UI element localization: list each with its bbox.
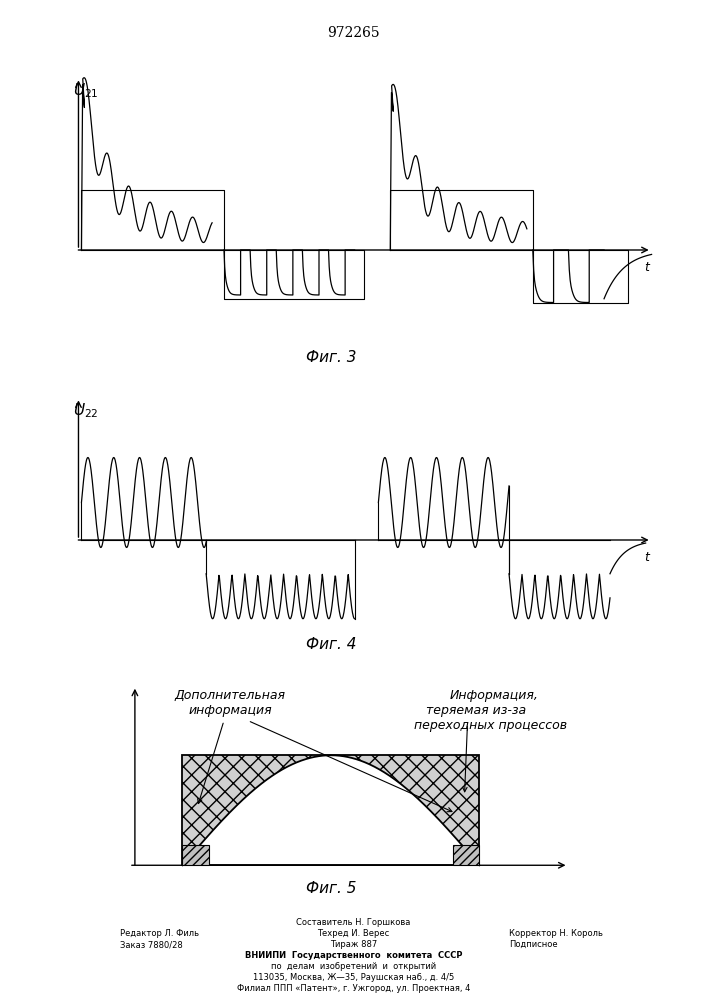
Text: Фиг. 4: Фиг. 4 xyxy=(305,637,356,652)
Text: Редактор Л. Филь: Редактор Л. Филь xyxy=(120,929,199,938)
Polygon shape xyxy=(182,755,479,865)
Bar xyxy=(182,755,479,865)
Text: Заказ 7880/28: Заказ 7880/28 xyxy=(120,940,183,949)
Text: $U_{21}$: $U_{21}$ xyxy=(73,81,98,100)
Text: Филиал ППП «Патент», г. Ужгород, ул. Проектная, 4: Филиал ППП «Патент», г. Ужгород, ул. Про… xyxy=(237,984,470,993)
Text: по  делам  изобретений  и  открытий: по делам изобретений и открытий xyxy=(271,962,436,971)
Text: Тираж 887: Тираж 887 xyxy=(330,940,377,949)
Text: переходных процессов: переходных процессов xyxy=(414,719,567,732)
Text: t: t xyxy=(644,551,648,564)
Bar xyxy=(182,845,209,865)
Text: ВНИИПИ  Государственного  комитета  СССР: ВНИИПИ Государственного комитета СССР xyxy=(245,951,462,960)
Text: теряемая из-за: теряемая из-за xyxy=(426,704,526,717)
Text: $U_{22}$: $U_{22}$ xyxy=(73,401,98,420)
Bar xyxy=(452,845,479,865)
Text: информация: информация xyxy=(188,704,271,717)
Text: Подписное: Подписное xyxy=(509,940,558,949)
Text: 972265: 972265 xyxy=(327,26,380,40)
Text: 113035, Москва, Ж—35, Раушская наб., д. 4/5: 113035, Москва, Ж—35, Раушская наб., д. … xyxy=(253,973,454,982)
Text: Дополнительная: Дополнительная xyxy=(175,689,286,702)
Text: Фиг. 3: Фиг. 3 xyxy=(305,351,356,365)
Text: Фиг. 5: Фиг. 5 xyxy=(305,881,356,896)
Text: Составитель Н. Горшкова: Составитель Н. Горшкова xyxy=(296,918,411,927)
Text: Техред И. Верес: Техред И. Верес xyxy=(317,929,390,938)
Text: t: t xyxy=(644,261,648,274)
Text: Информация,: Информация, xyxy=(450,689,539,702)
Text: Корректор Н. Король: Корректор Н. Король xyxy=(509,929,603,938)
Bar xyxy=(182,755,479,865)
